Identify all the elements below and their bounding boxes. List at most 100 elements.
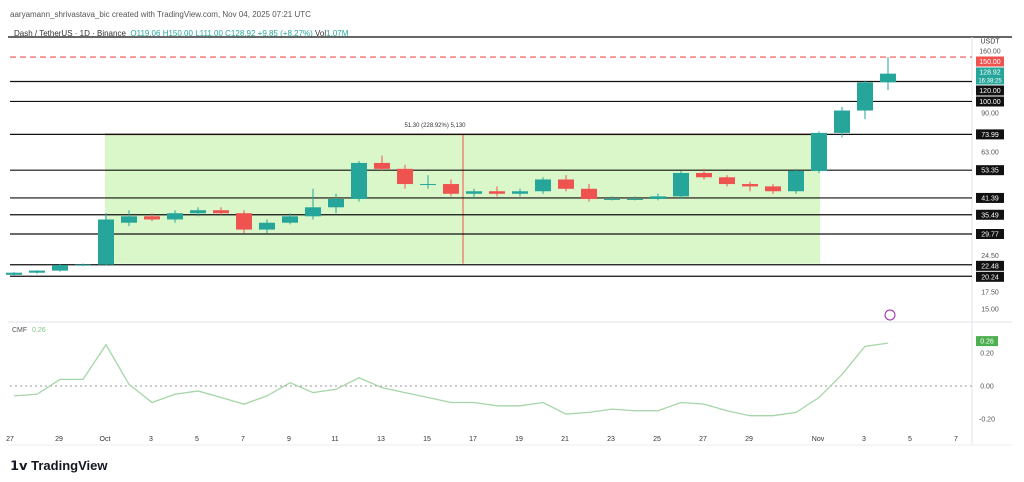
candle-Oct 3	[144, 213, 160, 222]
candle-Nov 3	[857, 80, 873, 120]
currency-label: USDT	[980, 39, 1000, 46]
level-tag-text: 22.48	[981, 263, 999, 270]
cmf-tick: 0.00	[980, 384, 994, 391]
cmf-last-tag	[976, 336, 998, 347]
high: H150.00	[162, 29, 193, 38]
candle-body	[719, 177, 735, 185]
candle-Oct 14	[397, 164, 413, 189]
candle-Oct 7	[236, 210, 252, 234]
candle-body	[512, 191, 528, 194]
candle-Oct 30	[765, 184, 781, 194]
candle-Oct 15	[420, 175, 436, 189]
candle-body	[397, 168, 413, 185]
countdown: 16:38:25	[978, 79, 1002, 85]
level-tag	[976, 85, 1004, 96]
candle-Oct 2	[121, 210, 137, 227]
price-tick: 90.00	[981, 110, 999, 117]
x-tick: 27	[6, 436, 14, 443]
x-tick: 11	[331, 436, 338, 443]
level-tag-text: 29.77	[981, 232, 999, 239]
candle-Nov 1	[811, 131, 827, 173]
candle-Oct 28	[719, 175, 735, 187]
price-tick: 63.00	[981, 149, 999, 156]
level-tag-text: 73.99	[981, 132, 999, 139]
level-tag	[976, 56, 1004, 67]
candle-Oct 26	[673, 170, 689, 199]
x-tick: 5	[195, 436, 199, 443]
candle-body	[604, 198, 620, 200]
last-price: 128.92	[979, 70, 1001, 77]
level-tag-text: 100.00	[979, 99, 1001, 106]
candle-body	[282, 216, 298, 223]
level-tag-text: 120.00	[979, 88, 1001, 95]
level-tag-text: 150.00	[979, 59, 1001, 66]
candle-body	[351, 162, 367, 199]
candle-body	[144, 216, 160, 220]
x-tick: 23	[607, 436, 615, 443]
candle-body	[650, 196, 666, 199]
event-icon	[884, 309, 896, 321]
x-tick: 7	[954, 436, 958, 443]
level-tag	[976, 271, 1004, 282]
low: L111.00	[195, 29, 223, 38]
level-tag	[976, 229, 1004, 240]
candle-body	[535, 179, 551, 192]
candle-Oct 8	[259, 219, 275, 234]
candle-Oct 27	[696, 168, 712, 180]
candle-Oct 17	[466, 188, 482, 199]
candle-body	[673, 172, 689, 197]
candle-Oct 31	[788, 168, 804, 194]
x-tick: 27	[699, 436, 707, 443]
candle-Nov 2	[834, 107, 850, 138]
candle-Oct 25	[650, 193, 666, 201]
vol-label: Vol	[315, 29, 327, 38]
x-tick: 15	[423, 436, 431, 443]
x-tick: 3	[862, 436, 866, 443]
candle-Sep 28	[29, 270, 45, 274]
level-tag-text: 35.49	[981, 212, 999, 219]
close: C128.92	[225, 29, 256, 38]
cmf-tick: 0.20	[980, 351, 994, 358]
candle-body	[6, 272, 22, 275]
candle-body	[167, 213, 183, 220]
candle-body	[305, 207, 321, 217]
last-price-tag	[976, 67, 1004, 85]
candle-Oct 4	[167, 210, 183, 223]
cmf-tick: -0.20	[979, 417, 995, 424]
candle-Sep 29	[52, 264, 68, 272]
candle-Oct 11	[328, 193, 344, 214]
candle-Oct 5	[190, 207, 206, 217]
candle-body	[857, 82, 873, 111]
candle-body	[466, 191, 482, 194]
candle-Oct 18	[489, 186, 505, 197]
level-tag	[976, 260, 1004, 271]
candle-body	[121, 216, 137, 223]
candle-body	[259, 222, 275, 230]
candle-Nov 4	[880, 57, 896, 91]
level-tag	[976, 209, 1004, 220]
candle-body	[75, 264, 91, 266]
level-tag	[976, 192, 1004, 203]
candle-body	[328, 198, 344, 208]
candle-Oct 23	[604, 196, 620, 201]
level-tag	[976, 165, 1004, 176]
candle-Oct 21	[558, 175, 574, 192]
candle-body	[29, 270, 45, 273]
candle-body	[627, 198, 643, 200]
range-annotation: 51.30 (228.92%) 5,130	[404, 123, 466, 129]
price-tick: 17.50	[981, 290, 999, 297]
candle-body	[788, 170, 804, 192]
candle-body	[834, 110, 850, 133]
candle-Sep 27	[6, 272, 22, 276]
price-tick: 24.50	[981, 253, 999, 260]
x-tick: 3	[149, 436, 153, 443]
candle-Oct 16	[443, 179, 459, 197]
candle-body	[880, 73, 896, 83]
candle-Oct 1	[98, 213, 114, 266]
candle-Oct 9	[282, 213, 298, 225]
level-tag-text: 41.39	[981, 195, 999, 202]
candle-body	[236, 213, 252, 230]
cmf-value: 0.26	[32, 327, 46, 334]
candle-Oct 19	[512, 188, 528, 197]
